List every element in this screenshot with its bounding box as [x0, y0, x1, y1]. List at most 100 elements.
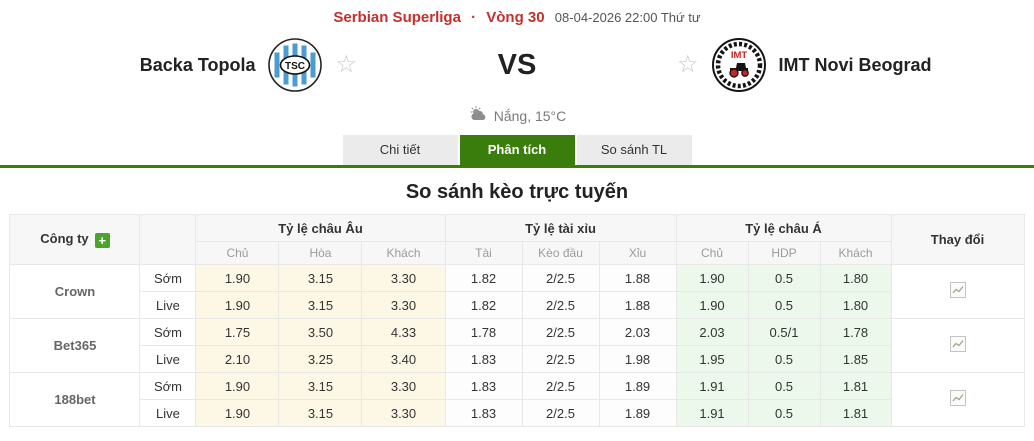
odds-type-label: Live — [139, 399, 197, 427]
svg-text:IMT: IMT — [730, 50, 747, 61]
odds-value: 1.88 — [598, 291, 677, 319]
odds-value: 2/2.5 — [521, 372, 600, 400]
odds-value: 1.82 — [444, 291, 523, 319]
odds-change-chart-icon[interactable] — [949, 282, 966, 298]
odds-value: 1.81 — [819, 399, 892, 427]
odds-value: 1.78 — [819, 318, 892, 346]
odds-value: 3.15 — [278, 264, 363, 292]
sun-cloud-icon — [468, 106, 489, 125]
odds-value: 0.5 — [747, 399, 821, 427]
tab-so-sanh-tl[interactable]: So sánh TL — [576, 135, 692, 165]
home-favorite-star-icon[interactable]: ☆ — [335, 51, 357, 78]
odds-value: 0.5 — [747, 372, 821, 400]
odds-row: Live 1.90 3.15 3.30 1.82 2/2.5 1.88 1.90 0.5 1.80 — [10, 291, 1024, 319]
odds-type-label: Sớm — [139, 318, 197, 346]
odds-row: 188bet Sớm 1.90 3.15 3.30 1.83 2/2.5 1.89 1.91 0.… — [9, 372, 1025, 427]
tab-chi-tiet[interactable]: Chi tiết — [342, 135, 458, 165]
vs-label: VS — [497, 48, 537, 81]
weather-info: Nắng, 15°C — [0, 106, 1034, 125]
kickoff-datetime: 08-04-2026 22:00 Thứ tư — [554, 10, 701, 25]
home-team-logo: TSC — [268, 38, 323, 92]
odds-row: Live 1.90 3.15 3.30 1.83 2/2.5 1.89 1.91 0.5 1.81 — [10, 399, 1024, 427]
odds-value: 2.10 — [195, 345, 280, 373]
odds-value: 0.5 — [747, 345, 821, 373]
ah-away-header: Khách — [819, 241, 892, 265]
odds-type-label: Live — [139, 291, 197, 319]
odds-type-label: Sớm — [139, 264, 197, 292]
odds-value: 2/2.5 — [521, 399, 600, 427]
odds-value: 1.90 — [195, 399, 280, 427]
odds-value: 1.91 — [675, 399, 749, 427]
odds-value: 3.30 — [361, 291, 446, 319]
odds-value: 3.15 — [278, 399, 363, 427]
away-favorite-star-icon[interactable]: ☆ — [677, 51, 699, 78]
odds-value: 1.90 — [195, 372, 280, 400]
odds-type-label: Live — [139, 345, 197, 373]
section-title: So sánh kèo trực tuyến — [405, 181, 629, 203]
odds-change-chart-icon[interactable] — [949, 336, 966, 352]
odds-value: 3.15 — [278, 291, 363, 319]
table-sub-header-row: Chủ Hòa Khách Tài Kèo đầu Xỉu Chủ HDP Kh… — [10, 241, 1024, 265]
change-cell — [890, 372, 1025, 427]
odds-value: 1.81 — [819, 372, 892, 400]
svg-text:TSC: TSC — [285, 61, 305, 72]
odds-value: 3.40 — [361, 345, 446, 373]
odds-row: Live 2.10 3.25 3.40 1.83 2/2.5 1.98 1.95 0.5 1.85 — [10, 345, 1024, 373]
odds-value: 1.90 — [195, 291, 280, 319]
eu-draw-header: Hòa — [278, 241, 363, 265]
league-name[interactable]: Serbian Superliga — [333, 9, 461, 26]
eu-home-header: Chủ — [195, 241, 280, 265]
separator-dot: · — [471, 9, 477, 26]
odds-value: 3.30 — [361, 399, 446, 427]
tab-phan-tich[interactable]: Phân tích — [459, 135, 575, 165]
odds-value: 1.90 — [675, 291, 749, 319]
add-company-button[interactable]: + — [94, 233, 110, 248]
european-odds-group-header: Tỷ lệ châu Âu — [195, 214, 446, 242]
change-header: Thay đổi — [890, 214, 1025, 265]
odds-value: 3.30 — [361, 264, 446, 292]
odds-value: 0.5/1 — [747, 318, 821, 346]
ou-under-header: Xỉu — [598, 241, 677, 265]
odds-value: 1.80 — [819, 291, 892, 319]
odds-value: 1.90 — [675, 264, 749, 292]
odds-value: 1.83 — [444, 372, 523, 400]
odds-value: 1.91 — [675, 372, 749, 400]
company-header-label: Công ty — [40, 231, 89, 246]
odds-value: 1.83 — [444, 345, 523, 373]
odds-value: 1.80 — [819, 264, 892, 292]
odds-value: 2.03 — [675, 318, 749, 346]
match-meta: Serbian Superliga · Vòng 30 08-04-2026 2… — [0, 0, 1034, 28]
odds-value: 2/2.5 — [521, 264, 600, 292]
odds-value: 1.90 — [195, 264, 280, 292]
odds-value: 4.33 — [361, 318, 446, 346]
away-team-logo: IMT — [711, 38, 766, 92]
bookmaker-name: Crown — [9, 264, 141, 319]
odds-value: 3.15 — [278, 372, 363, 400]
odds-value: 2/2.5 — [521, 345, 600, 373]
odds-change-chart-icon[interactable] — [949, 390, 966, 406]
odds-value: 3.25 — [278, 345, 363, 373]
ah-home-header: Chủ — [675, 241, 749, 265]
home-team-name[interactable]: Backa Topola — [139, 54, 256, 75]
asian-handicap-group-header: Tỷ lệ châu Á — [675, 214, 892, 242]
away-team: ☆ IMT IMT Novi Beograd — [677, 38, 1034, 92]
change-cell — [890, 318, 1025, 373]
weather-text: Nắng, 15°C — [493, 107, 567, 124]
odds-value: 1.82 — [444, 264, 523, 292]
home-team: Backa Topola TSC ☆ — [0, 38, 357, 92]
odds-type-label: Sớm — [139, 372, 197, 400]
odds-value: 2.03 — [598, 318, 677, 346]
bookmaker-name: 188bet — [9, 372, 141, 427]
odds-value: 1.78 — [444, 318, 523, 346]
away-team-name[interactable]: IMT Novi Beograd — [778, 54, 932, 75]
ou-over-header: Tài — [444, 241, 523, 265]
odds-value: 1.83 — [444, 399, 523, 427]
odds-value: 1.89 — [598, 372, 677, 400]
odds-value: 0.5 — [747, 264, 821, 292]
odds-table-body: Crown Sớm 1.90 3.15 3.30 1.82 2/2.5 1.88 1.90 0.5… — [9, 264, 1025, 427]
odds-value: 1.75 — [195, 318, 280, 346]
company-header: Công ty + — [9, 214, 141, 265]
odds-value: 1.85 — [819, 345, 892, 373]
change-cell — [890, 264, 1025, 319]
odds-value: 3.50 — [278, 318, 363, 346]
